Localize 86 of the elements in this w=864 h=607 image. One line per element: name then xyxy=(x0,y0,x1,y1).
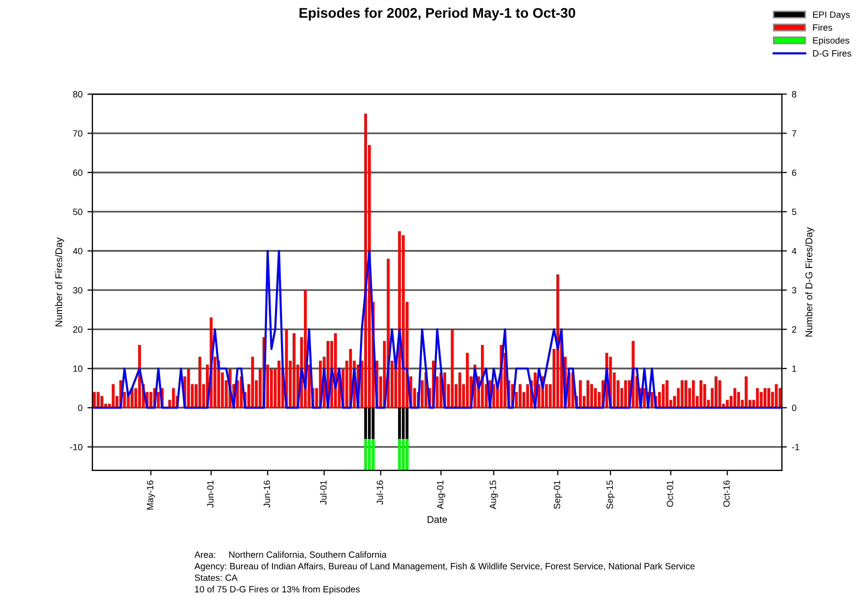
line-series xyxy=(93,250,782,409)
y2-tick-label: 8 xyxy=(792,91,796,98)
y2-tick-label: 7 xyxy=(792,130,796,137)
bar xyxy=(251,356,254,408)
bar xyxy=(364,114,368,408)
bar xyxy=(666,380,668,408)
bar xyxy=(398,408,401,440)
bar xyxy=(714,376,718,408)
bar xyxy=(398,231,401,408)
legend-label: EPI Days xyxy=(813,11,850,20)
bar xyxy=(172,388,175,408)
legend-label: Episodes xyxy=(813,37,850,46)
bar xyxy=(624,380,627,408)
bar xyxy=(680,380,684,408)
y2-axis-title: Number of D-G Fires/Day xyxy=(805,227,814,337)
bar xyxy=(292,333,296,408)
text: 10 of 75 D-G Fires or 13% from Episodes xyxy=(195,586,360,594)
bar xyxy=(692,380,695,408)
bar xyxy=(756,388,759,408)
y-tick-label: 30 xyxy=(73,287,82,294)
x-tick-label: Oct-01 xyxy=(666,480,674,507)
bar xyxy=(398,439,401,470)
y2-tick-label: 5 xyxy=(792,208,796,216)
y-tick-label: 80 xyxy=(73,91,82,98)
x-tick-label: Aug-01 xyxy=(436,480,446,510)
y2-tick-label: 6 xyxy=(792,169,796,176)
bar xyxy=(123,392,126,408)
bar xyxy=(480,344,484,408)
y2-tick-label: -1 xyxy=(792,444,800,450)
bar xyxy=(278,360,280,408)
y-tick-label: 70 xyxy=(73,130,82,137)
y-tick-label: 60 xyxy=(73,169,82,176)
x-tick-label: Jul-01 xyxy=(320,480,327,505)
y-tick-label: 20 xyxy=(73,326,82,333)
bar xyxy=(368,439,371,470)
bar xyxy=(187,368,190,408)
x-tick-label: Sep-15 xyxy=(606,480,615,509)
y2-tick-label: 1 xyxy=(792,366,796,372)
x-tick-label: Aug-15 xyxy=(490,480,498,510)
bar xyxy=(764,388,766,408)
legend-label: Fires xyxy=(813,24,832,31)
bar xyxy=(737,392,740,408)
bar xyxy=(518,384,522,408)
bar xyxy=(778,388,782,408)
bar xyxy=(590,384,594,408)
bar xyxy=(270,368,273,408)
text: Agency: Bureau of Indian Affairs, Bureau of Land Management, Fish & Wildlife Service, Forest Service, National Park Service xyxy=(194,562,695,572)
text: States: CA xyxy=(194,574,238,581)
bar xyxy=(406,408,408,440)
x-tick-label: Oct-16 xyxy=(723,480,730,507)
text: Area: Northern California, Southern California xyxy=(194,551,387,559)
bar xyxy=(744,376,748,408)
bar xyxy=(586,380,590,408)
bar xyxy=(700,380,702,408)
x-tick-label: Jun-16 xyxy=(264,480,270,508)
y-tick-label: 40 xyxy=(72,248,82,254)
bar xyxy=(156,392,160,408)
bar xyxy=(149,392,152,408)
y-tick-label: -10 xyxy=(70,444,82,450)
bar xyxy=(372,408,375,440)
bar xyxy=(368,408,371,440)
x-axis-title: Date xyxy=(428,516,448,523)
y2-tick-label: 0 xyxy=(792,404,796,412)
y-tick-label: 10 xyxy=(73,365,82,372)
chart-title: Episodes for 2002, Period May-1 to Oct-30 xyxy=(300,8,576,21)
bar xyxy=(364,439,368,470)
bar xyxy=(684,380,688,408)
x-tick-label: Jul-16 xyxy=(376,480,384,505)
bar xyxy=(578,380,582,408)
bar xyxy=(406,439,408,470)
y-tick-label: 0 xyxy=(78,404,82,412)
bar xyxy=(364,408,368,440)
bar xyxy=(100,396,104,408)
y-axis-title: Number of Fires/Day xyxy=(55,237,64,326)
x-tick-label: May-16 xyxy=(146,480,156,510)
y2-tick-label: 2 xyxy=(792,326,796,333)
bar xyxy=(594,388,597,408)
y-tick-label: 50 xyxy=(73,208,82,216)
legend-label: D-G Fires xyxy=(813,50,852,57)
bar xyxy=(526,384,530,408)
x-tick-label: Sep-01 xyxy=(554,480,562,509)
bar xyxy=(96,392,100,408)
y2-tick-label: 3 xyxy=(792,287,796,294)
bar xyxy=(372,439,375,470)
y2-tick-label: 4 xyxy=(792,248,796,254)
x-tick-label: Jun-01 xyxy=(207,480,214,508)
